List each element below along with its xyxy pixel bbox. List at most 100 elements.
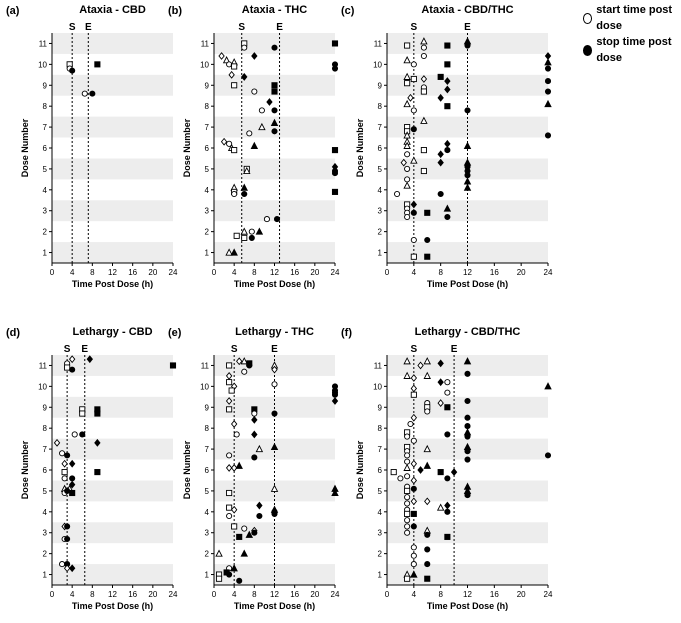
data-point <box>89 90 96 97</box>
data-point <box>231 63 238 70</box>
x-tick-label: 4 <box>70 590 75 599</box>
data-point <box>394 190 401 198</box>
data-point <box>69 366 76 373</box>
marker-label-S: S <box>231 344 238 355</box>
y-tick-label: 10 <box>200 382 209 391</box>
x-tick-label: 12 <box>270 268 279 277</box>
x-tick-label: 12 <box>108 590 117 599</box>
data-point <box>241 525 248 532</box>
y-tick-label: 4 <box>43 186 48 195</box>
data-point <box>231 147 238 154</box>
data-point <box>444 77 451 86</box>
data-point <box>404 473 411 480</box>
data-point <box>271 107 278 114</box>
data-point <box>225 463 233 472</box>
y-tick-label: 10 <box>373 382 382 391</box>
data-point <box>236 577 243 584</box>
x-axis-label: Time Post Dose (h) <box>427 601 508 611</box>
data-point <box>437 158 444 167</box>
data-point <box>403 371 411 379</box>
y-tick-label: 5 <box>378 487 383 496</box>
data-point <box>444 431 451 438</box>
x-tick-label: 24 <box>331 268 340 277</box>
y-axis-label: Dose Number <box>20 118 30 177</box>
data-point <box>251 529 258 536</box>
data-point <box>450 468 458 477</box>
x-axis-label: Time Post Dose (h) <box>72 601 153 611</box>
data-point <box>444 147 451 154</box>
marker-label-E: E <box>464 22 471 33</box>
data-point <box>68 480 76 489</box>
y-tick-label: 2 <box>43 228 48 237</box>
data-point <box>400 158 407 167</box>
shaded-band <box>52 396 173 418</box>
data-point <box>256 512 263 520</box>
data-point <box>444 85 451 94</box>
x-tick-label: 4 <box>70 268 75 277</box>
data-point <box>271 128 278 135</box>
data-point <box>64 523 71 530</box>
data-point <box>68 355 76 364</box>
y-tick-label: 11 <box>39 361 48 370</box>
legend-item-start: start time post dose <box>583 2 681 34</box>
data-point <box>403 56 411 64</box>
shaded-band <box>52 33 173 54</box>
x-tick-label: 20 <box>517 268 526 277</box>
chart-title: Lethargy - CBD <box>72 326 152 338</box>
x-tick-label: 24 <box>544 590 553 599</box>
data-point <box>271 44 278 51</box>
x-tick-label: 16 <box>290 268 299 277</box>
data-point <box>404 176 411 183</box>
data-point <box>233 232 240 239</box>
x-tick-label: 0 <box>212 590 217 599</box>
x-tick-label: 0 <box>212 268 217 277</box>
data-point <box>423 444 431 453</box>
data-point <box>233 431 240 438</box>
data-point <box>423 357 431 365</box>
shaded-band <box>214 242 335 263</box>
x-tick-label: 20 <box>148 590 157 599</box>
marker-label-E: E <box>451 344 458 355</box>
data-point <box>230 420 238 428</box>
data-point <box>271 88 278 95</box>
data-point <box>79 431 86 438</box>
shaded-band <box>52 564 173 585</box>
x-tick-label: 16 <box>128 268 137 277</box>
shaded-band <box>52 438 173 460</box>
data-point <box>410 510 417 517</box>
data-point <box>228 387 235 394</box>
data-point <box>403 141 411 149</box>
data-point <box>240 227 248 235</box>
y-tick-label: 6 <box>378 144 383 153</box>
data-point <box>331 170 339 177</box>
data-point <box>410 544 417 551</box>
data-point <box>404 80 411 87</box>
data-point <box>397 475 404 482</box>
x-axis-label: Time Post Dose (h) <box>427 279 508 289</box>
data-point <box>410 485 417 492</box>
y-tick-label: 8 <box>43 424 48 433</box>
y-tick-label: 8 <box>378 424 383 433</box>
y-tick-label: 9 <box>43 403 48 412</box>
x-tick-label: 8 <box>438 590 443 599</box>
y-tick-label: 9 <box>205 81 210 90</box>
data-point <box>464 172 471 179</box>
y-tick-label: 1 <box>205 249 210 258</box>
data-point <box>436 503 445 511</box>
data-point <box>226 512 233 520</box>
panel-letter: (b) <box>168 5 182 17</box>
data-point <box>63 564 71 573</box>
y-tick-label: 3 <box>378 207 383 216</box>
data-point <box>410 236 417 244</box>
marker-label-S: S <box>410 22 417 33</box>
data-point <box>241 44 248 51</box>
data-point <box>404 500 411 507</box>
data-point <box>437 469 444 476</box>
data-point <box>410 156 418 164</box>
data-point <box>248 228 255 235</box>
data-point <box>410 61 417 68</box>
shaded-band <box>52 480 173 502</box>
data-point <box>404 529 411 536</box>
data-point <box>444 404 451 411</box>
